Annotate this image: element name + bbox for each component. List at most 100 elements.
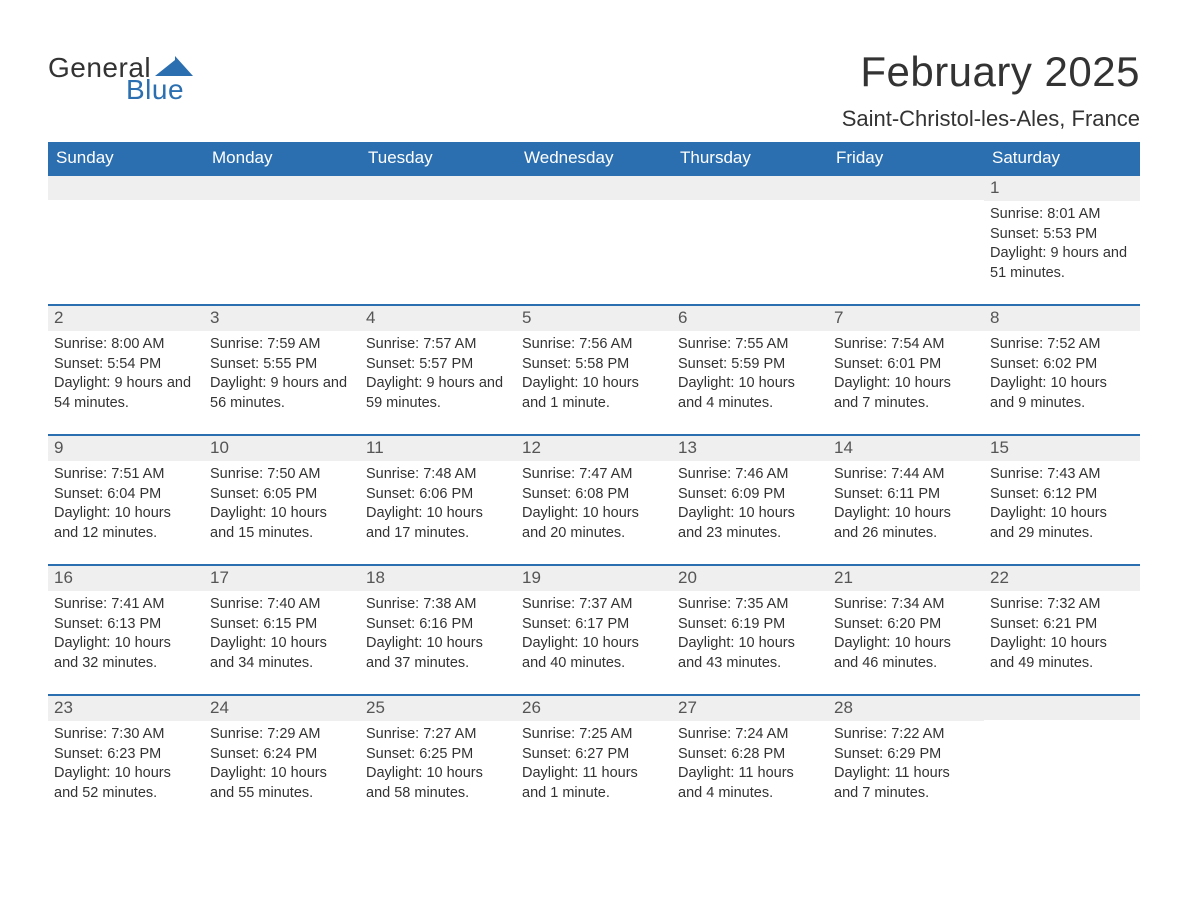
sunset-text: Sunset: 6:11 PM <box>834 485 978 505</box>
sunrise-text: Sunrise: 7:43 AM <box>990 465 1134 485</box>
day-number: 7 <box>828 306 984 331</box>
day-header-tuesday: Tuesday <box>360 142 516 176</box>
day-details: Sunrise: 7:52 AMSunset: 6:02 PMDaylight:… <box>990 335 1134 413</box>
day-details: Sunrise: 7:40 AMSunset: 6:15 PMDaylight:… <box>210 595 354 673</box>
day-number: 26 <box>516 696 672 721</box>
calendar-cell: 9Sunrise: 7:51 AMSunset: 6:04 PMDaylight… <box>48 436 204 564</box>
calendar-week: 9Sunrise: 7:51 AMSunset: 6:04 PMDaylight… <box>48 434 1140 564</box>
calendar-cell <box>516 176 672 304</box>
day-header-thursday: Thursday <box>672 142 828 176</box>
day-number <box>828 176 984 200</box>
calendar: Sunday Monday Tuesday Wednesday Thursday… <box>48 142 1140 824</box>
sunset-text: Sunset: 6:08 PM <box>522 485 666 505</box>
calendar-cell <box>984 696 1140 824</box>
sunset-text: Sunset: 6:24 PM <box>210 745 354 765</box>
sunset-text: Sunset: 5:54 PM <box>54 355 198 375</box>
day-details: Sunrise: 7:30 AMSunset: 6:23 PMDaylight:… <box>54 725 198 803</box>
calendar-cell <box>360 176 516 304</box>
month-title: February 2025 <box>842 48 1140 96</box>
sunset-text: Sunset: 6:21 PM <box>990 615 1134 635</box>
day-details: Sunrise: 8:00 AMSunset: 5:54 PMDaylight:… <box>54 335 198 413</box>
day-details: Sunrise: 7:24 AMSunset: 6:28 PMDaylight:… <box>678 725 822 803</box>
sunset-text: Sunset: 6:12 PM <box>990 485 1134 505</box>
calendar-cell: 11 Sunrise: 7:48 AMSunset: 6:06 PMDayligh… <box>360 436 516 564</box>
daylight-text: Daylight: 10 hours and 34 minutes. <box>210 634 354 673</box>
day-details: Sunrise: 7:56 AMSunset: 5:58 PMDaylight:… <box>522 335 666 413</box>
daylight-text: Daylight: 10 hours and 29 minutes. <box>990 504 1134 543</box>
sunrise-text: Sunrise: 7:38 AM <box>366 595 510 615</box>
sunset-text: Sunset: 6:19 PM <box>678 615 822 635</box>
day-number: 28 <box>828 696 984 721</box>
sunrise-text: Sunrise: 7:34 AM <box>834 595 978 615</box>
daylight-text: Daylight: 10 hours and 1 minute. <box>522 374 666 413</box>
day-number: 1 <box>984 176 1140 201</box>
sunrise-text: Sunrise: 7:35 AM <box>678 595 822 615</box>
calendar-cell: 6Sunrise: 7:55 AMSunset: 5:59 PMDaylight… <box>672 306 828 434</box>
day-number: 12 <box>516 436 672 461</box>
daylight-text: Daylight: 10 hours and 12 minutes. <box>54 504 198 543</box>
daylight-text: Daylight: 10 hours and 46 minutes. <box>834 634 978 673</box>
calendar-cell: 24Sunrise: 7:29 AMSunset: 6:24 PMDayligh… <box>204 696 360 824</box>
sunset-text: Sunset: 6:29 PM <box>834 745 978 765</box>
day-header-sunday: Sunday <box>48 142 204 176</box>
day-number: 27 <box>672 696 828 721</box>
day-number: 3 <box>204 306 360 331</box>
day-details: Sunrise: 7:34 AMSunset: 6:20 PMDaylight:… <box>834 595 978 673</box>
sunset-text: Sunset: 6:28 PM <box>678 745 822 765</box>
day-details: Sunrise: 7:22 AMSunset: 6:29 PMDaylight:… <box>834 725 978 803</box>
sunset-text: Sunset: 6:06 PM <box>366 485 510 505</box>
day-details: Sunrise: 7:48 AMSunset: 6:06 PMDaylight:… <box>366 465 510 543</box>
calendar-cell <box>204 176 360 304</box>
day-details: Sunrise: 7:25 AMSunset: 6:27 PMDaylight:… <box>522 725 666 803</box>
day-number: 23 <box>48 696 204 721</box>
day-number: 21 <box>828 566 984 591</box>
calendar-cell: 23 Sunrise: 7:30 AMSunset: 6:23 PMDayligh… <box>48 696 204 824</box>
sunset-text: Sunset: 5:55 PM <box>210 355 354 375</box>
daylight-text: Daylight: 10 hours and 49 minutes. <box>990 634 1134 673</box>
daylight-text: Daylight: 10 hours and 4 minutes. <box>678 374 822 413</box>
day-number <box>516 176 672 200</box>
day-details: Sunrise: 7:35 AMSunset: 6:19 PMDaylight:… <box>678 595 822 673</box>
sunrise-text: Sunrise: 7:25 AM <box>522 725 666 745</box>
calendar-cell: 18Sunrise: 7:38 AMSunset: 6:16 PMDayligh… <box>360 566 516 694</box>
sunrise-text: Sunrise: 7:57 AM <box>366 335 510 355</box>
day-number: 24 <box>204 696 360 721</box>
day-number: 15 <box>984 436 1140 461</box>
calendar-cell: 12 Sunrise: 7:47 AMSunset: 6:08 PMDayligh… <box>516 436 672 564</box>
sunrise-text: Sunrise: 7:47 AM <box>522 465 666 485</box>
title-block: February 2025 Saint-Christol-les-Ales, F… <box>842 48 1140 132</box>
sunrise-text: Sunrise: 7:46 AM <box>678 465 822 485</box>
calendar-cell: 16Sunrise: 7:41 AMSunset: 6:13 PMDayligh… <box>48 566 204 694</box>
calendar-cell: 3 Sunrise: 7:59 AMSunset: 5:55 PMDaylight… <box>204 306 360 434</box>
daylight-text: Daylight: 10 hours and 26 minutes. <box>834 504 978 543</box>
page-header: General Blue February 2025 Saint-Christo… <box>48 48 1140 132</box>
calendar-cell: 14Sunrise: 7:44 AMSunset: 6:11 PMDayligh… <box>828 436 984 564</box>
sunrise-text: Sunrise: 8:00 AM <box>54 335 198 355</box>
sunrise-text: Sunrise: 7:52 AM <box>990 335 1134 355</box>
calendar-cell: 10Sunrise: 7:50 AMSunset: 6:05 PMDayligh… <box>204 436 360 564</box>
day-number <box>984 696 1140 720</box>
daylight-text: Daylight: 9 hours and 54 minutes. <box>54 374 198 413</box>
day-header-monday: Monday <box>204 142 360 176</box>
calendar-cell: 4Sunrise: 7:57 AMSunset: 5:57 PMDaylight… <box>360 306 516 434</box>
sunrise-text: Sunrise: 7:32 AM <box>990 595 1134 615</box>
day-details: Sunrise: 7:54 AMSunset: 6:01 PMDaylight:… <box>834 335 978 413</box>
calendar-cell: 21 Sunrise: 7:34 AMSunset: 6:20 PMDayligh… <box>828 566 984 694</box>
sunset-text: Sunset: 6:13 PM <box>54 615 198 635</box>
brand-logo: General Blue <box>48 48 193 104</box>
sunrise-text: Sunrise: 7:41 AM <box>54 595 198 615</box>
sunset-text: Sunset: 5:57 PM <box>366 355 510 375</box>
calendar-week: 2Sunrise: 8:00 AMSunset: 5:54 PMDaylight… <box>48 304 1140 434</box>
sunrise-text: Sunrise: 8:01 AM <box>990 205 1134 225</box>
sunset-text: Sunset: 5:59 PM <box>678 355 822 375</box>
sunrise-text: Sunrise: 7:48 AM <box>366 465 510 485</box>
day-details: Sunrise: 7:59 AMSunset: 5:55 PMDaylight:… <box>210 335 354 413</box>
day-details: Sunrise: 7:38 AMSunset: 6:16 PMDaylight:… <box>366 595 510 673</box>
sunset-text: Sunset: 6:17 PM <box>522 615 666 635</box>
day-number: 11 <box>360 436 516 461</box>
day-header-wednesday: Wednesday <box>516 142 672 176</box>
daylight-text: Daylight: 11 hours and 1 minute. <box>522 764 666 803</box>
calendar-week: 16Sunrise: 7:41 AMSunset: 6:13 PMDayligh… <box>48 564 1140 694</box>
day-details: Sunrise: 7:43 AMSunset: 6:12 PMDaylight:… <box>990 465 1134 543</box>
daylight-text: Daylight: 10 hours and 20 minutes. <box>522 504 666 543</box>
